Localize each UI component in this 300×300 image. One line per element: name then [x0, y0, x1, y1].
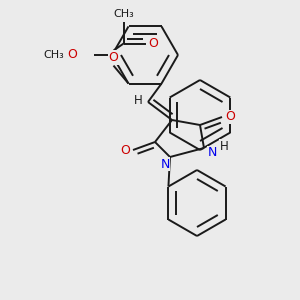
- Text: H: H: [134, 94, 142, 106]
- Text: CH₃: CH₃: [113, 9, 134, 19]
- Text: O: O: [120, 143, 130, 157]
- Text: O: O: [148, 37, 158, 50]
- Text: N: N: [160, 158, 170, 170]
- Text: O: O: [67, 49, 77, 62]
- Text: O: O: [225, 110, 235, 124]
- Text: CH₃: CH₃: [44, 50, 64, 60]
- Text: H: H: [220, 140, 228, 152]
- Text: O: O: [109, 51, 118, 64]
- Text: N: N: [207, 146, 217, 160]
